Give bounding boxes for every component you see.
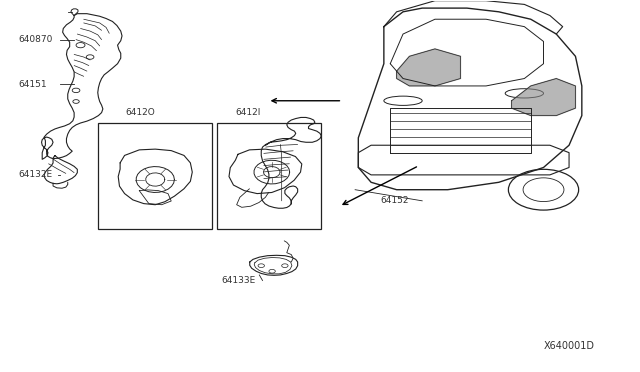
- Polygon shape: [397, 49, 461, 86]
- Text: 6412O: 6412O: [125, 108, 155, 118]
- Bar: [216, 123, 321, 229]
- Text: 64133E: 64133E: [221, 276, 255, 285]
- Polygon shape: [511, 78, 575, 116]
- Text: X640001D: X640001D: [543, 341, 595, 351]
- Text: 64132E: 64132E: [19, 170, 52, 179]
- Bar: [99, 123, 212, 229]
- Text: 64151: 64151: [19, 80, 47, 89]
- Text: 640870: 640870: [19, 35, 53, 44]
- Text: 6412l: 6412l: [236, 108, 261, 118]
- Text: 64152: 64152: [381, 196, 409, 205]
